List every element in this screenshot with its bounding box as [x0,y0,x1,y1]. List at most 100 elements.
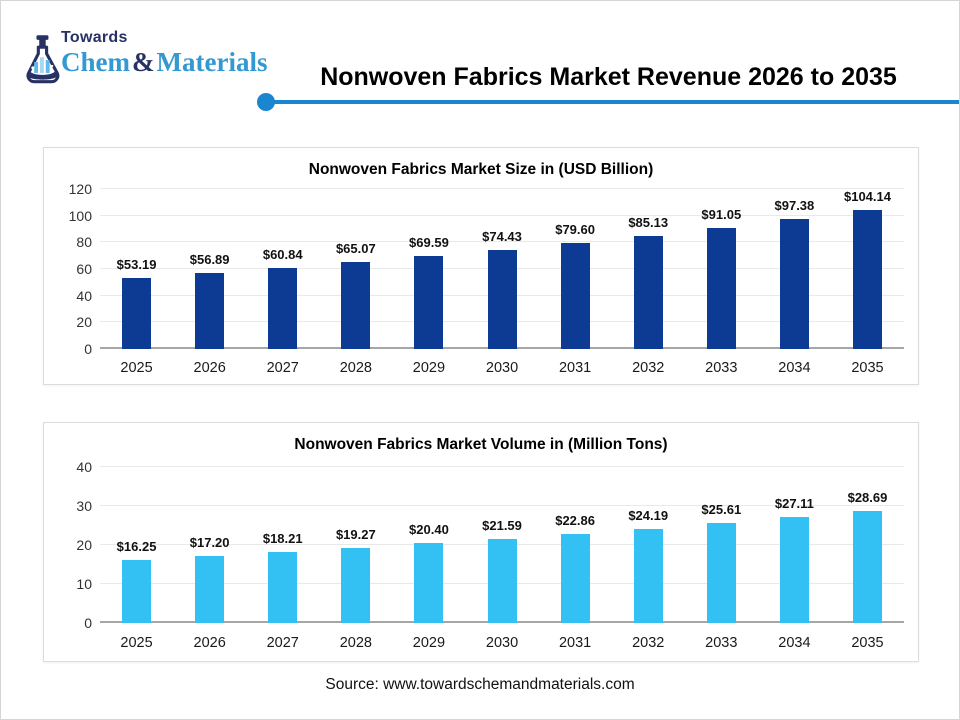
x-axis-category-label: 2033 [705,635,738,651]
flask-logo-icon [19,35,65,92]
market-size-x-axis: 2025 2026 2027 2028 2029 2030 2031 2032 2033 2034… [100,360,904,376]
y-axis-tick-label: 80 [76,234,92,251]
bar-value-label: $18.21 [262,530,303,546]
bar-column: $25.61 [685,467,758,623]
bar [268,267,298,349]
x-axis-category-label: 2027 [266,635,299,651]
bar-value-label: $65.07 [335,241,376,257]
bar-value-label: $56.89 [189,252,230,268]
bar-value-label: $17.20 [189,534,230,550]
bar-column: $53.19 [100,189,173,349]
brand-towards-label: Towards [61,29,128,46]
bar-value-label: $74.43 [482,228,522,244]
bar-column: $79.60 [539,189,612,349]
bar-value-label: $21.59 [482,517,522,533]
bar-column: $27.11 [758,467,831,623]
bar [779,517,809,623]
x-axis-category-label: 2033 [705,360,738,376]
y-axis-tick-label: 0 [84,615,92,631]
bar [706,227,736,349]
bar [560,533,590,623]
bar-value-label: $22.86 [555,512,595,528]
bar-value-label: $85.13 [628,214,669,230]
y-axis-tick-label: 10 [76,576,92,592]
bar-value-label: $20.40 [409,522,449,538]
bar-column: $60.84 [246,189,319,349]
bar [633,528,663,623]
brand-name-label: Chem&Materials [61,47,267,77]
brand-wordmark: Towards Chem&Materials [61,29,267,77]
bar [633,235,663,349]
bar-value-label: $104.14 [843,189,891,205]
bar-value-label: $69.59 [409,235,449,251]
bar [341,262,371,349]
bar-value-label: $28.69 [847,490,888,506]
brand-chem-label: Chem [61,47,130,77]
bar [414,256,444,349]
accent-divider-line [266,100,959,104]
y-axis-tick-label: 20 [76,314,92,331]
bar-value-label: $97.38 [774,198,815,214]
x-axis-category-label: 2034 [778,635,811,651]
bar [779,219,809,349]
x-axis-category-label: 2031 [558,635,592,651]
y-axis-tick-label: 100 [68,207,92,224]
bar-column: $21.59 [465,467,538,623]
bar-column: $22.86 [539,467,612,623]
y-axis-tick-label: 40 [76,287,92,304]
bar-column: $19.27 [319,467,392,623]
x-axis-category-label: 2025 [120,635,153,651]
bar-value-label: $91.05 [701,206,742,222]
x-axis-category-label: 2029 [412,635,446,651]
market-volume-x-axis: 2025 2026 2027 2028 2029 2030 2031 2032 2033 2034… [100,635,904,651]
gridline [100,505,904,506]
x-axis-category-label: 2026 [193,635,226,651]
bar [122,559,152,623]
accent-divider-dot [257,93,275,111]
bar-column: $74.43 [465,189,538,349]
bar [341,547,371,623]
bar-column: $97.38 [758,189,831,349]
bar-column: $91.05 [685,189,758,349]
bar-value-label: $16.25 [116,538,157,554]
bar-column: $28.69 [831,467,904,623]
bar [487,538,517,623]
source-attribution: Source: www.towardschemandmaterials.com [325,676,635,693]
bar-value-label: $53.19 [116,257,157,273]
bar-column: $17.20 [173,467,246,623]
market-volume-chart-card: Nonwoven Fabrics Market Volume in (Milli… [43,422,919,662]
brand-ampersand-label: & [132,47,155,77]
bar [560,242,590,349]
bar-value-label: $60.84 [262,246,303,262]
y-axis-tick-label: 120 [68,181,92,197]
gridline [100,188,904,189]
y-axis-tick-label: 20 [76,537,92,553]
bar-column: $18.21 [246,467,319,623]
y-axis-tick-label: 60 [76,261,92,277]
bar-value-label: $25.61 [701,502,742,518]
x-axis-category-label: 2030 [485,635,519,651]
y-axis-tick-label: 0 [84,341,92,357]
x-axis-category-label: 2035 [851,635,884,651]
gridline [100,214,904,216]
y-axis-tick-label: 30 [76,498,92,514]
bar [487,249,517,349]
bar-column: $56.89 [173,189,246,349]
bars-row: $53.19 $56.89 $60.84 $65.07 $69.59 $74.43 $79.… [100,189,904,349]
bar-column: $24.19 [612,467,685,623]
x-axis-category-label: 2032 [632,360,665,376]
bar [414,543,444,623]
brand-materials-label: Materials [156,47,268,77]
gridline [100,466,904,467]
bar-value-label: $24.19 [628,507,669,523]
x-axis-category-label: 2027 [266,360,299,376]
bar-column: $85.13 [612,189,685,349]
x-axis-category-label: 2030 [485,360,519,376]
bar-column: $20.40 [392,467,465,623]
market-volume-bar-plot: 0 10 20 30 40 $16.25 $17.20 $18.21 $19.27 $20.40 $… [76,460,904,630]
bar [122,278,152,349]
y-axis-tick-label: 40 [76,459,92,475]
market-size-chart-card: Nonwoven Fabrics Market Size in (USD Bil… [43,147,919,385]
bar-column: $65.07 [319,189,392,349]
page-title: Nonwoven Fabrics Market Revenue 2026 to … [320,62,897,91]
